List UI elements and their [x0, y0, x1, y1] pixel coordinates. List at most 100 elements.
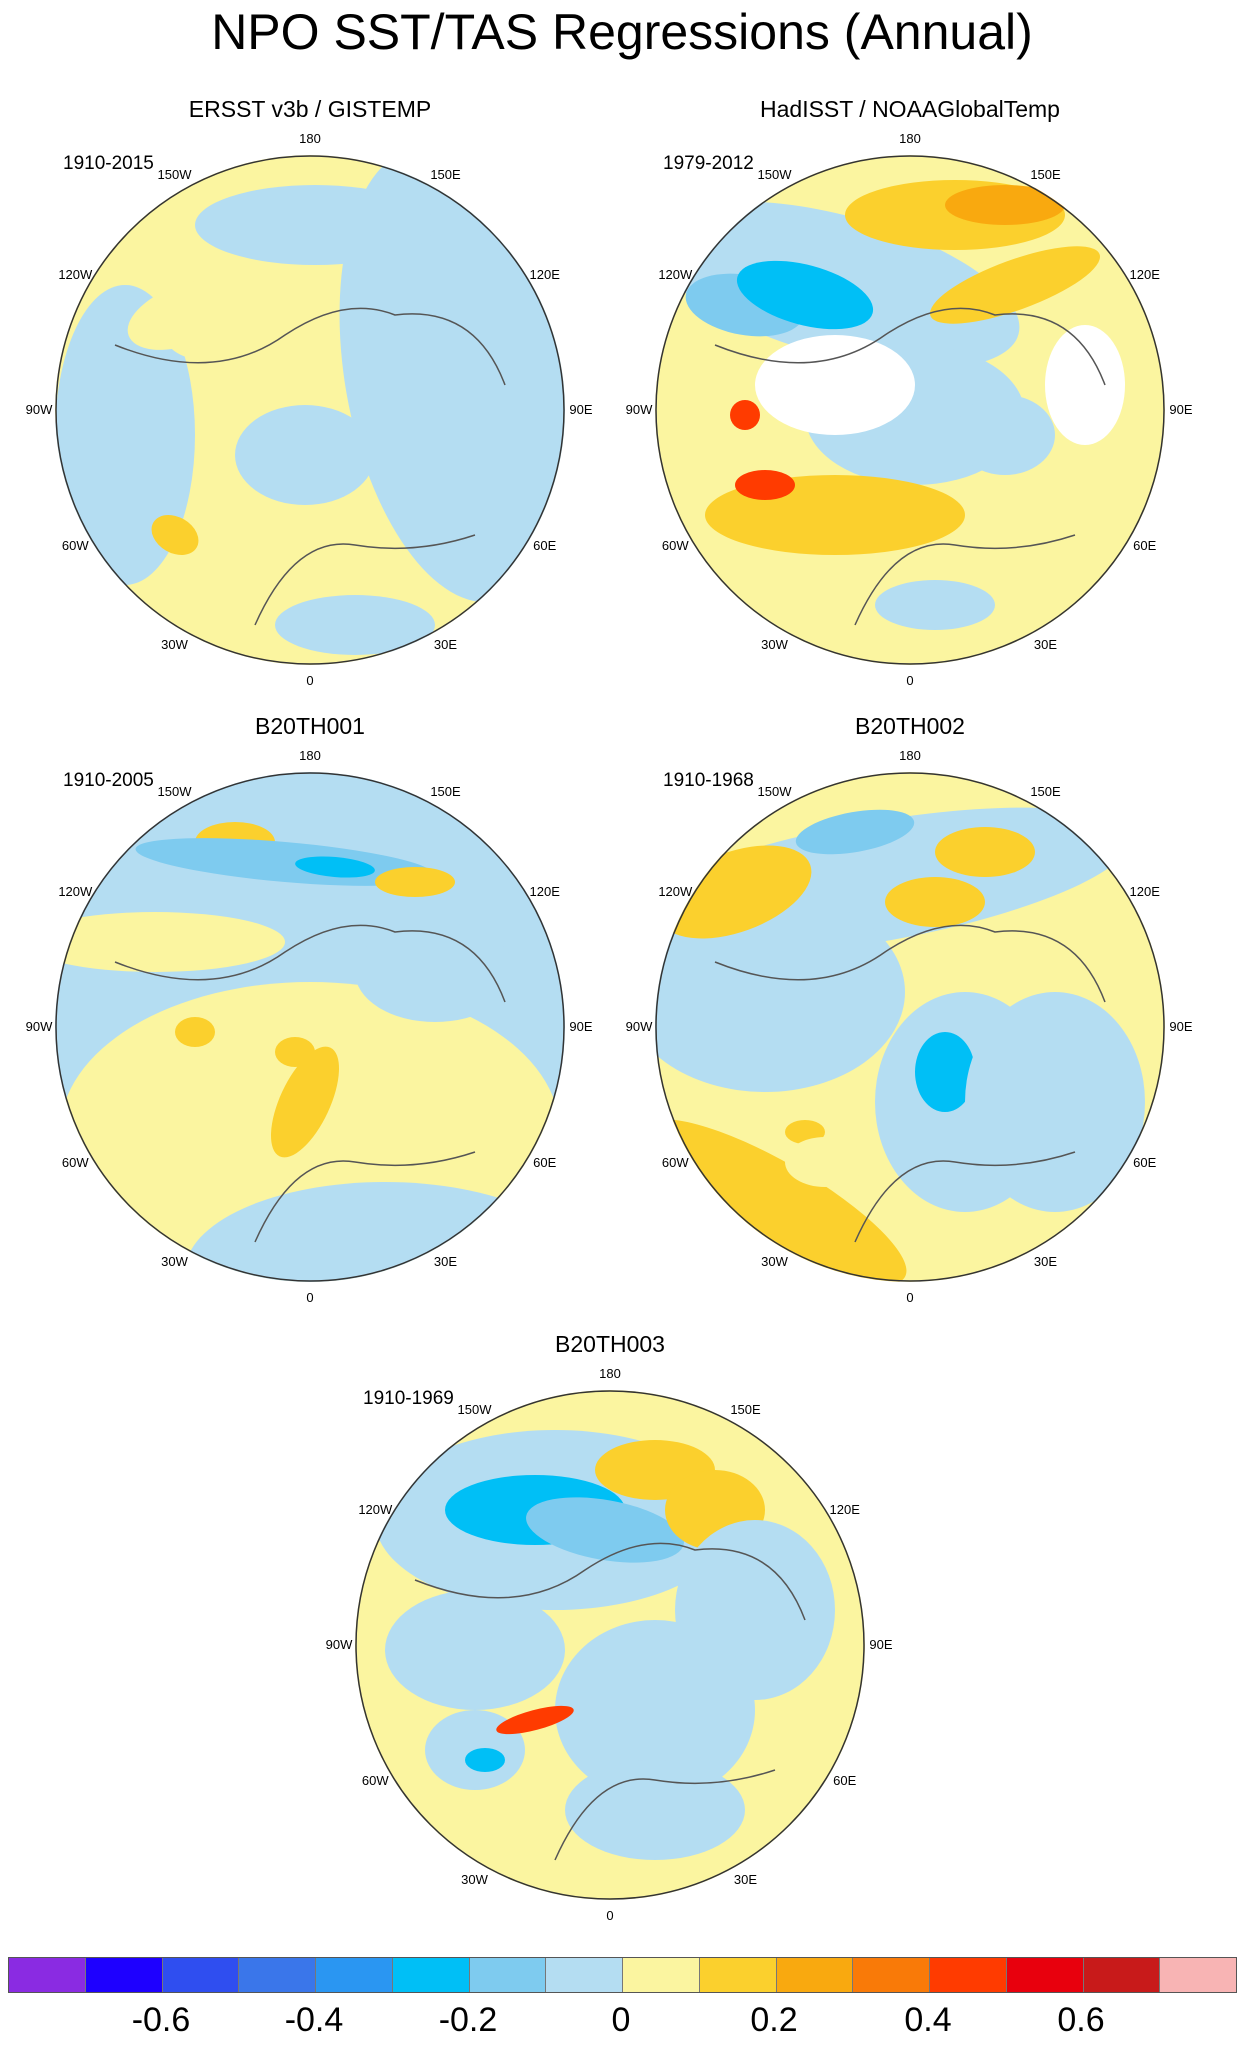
- regression-region: [929, 246, 1101, 324]
- regression-region: [875, 580, 995, 630]
- longitude-label: 120E: [529, 883, 560, 899]
- period-label: 1910-2005: [63, 770, 154, 791]
- regression-region: [935, 827, 1035, 877]
- longitude-label: 60E: [1133, 1154, 1157, 1170]
- regression-region: [465, 1748, 505, 1772]
- longitude-label: 120W: [358, 1501, 393, 1517]
- regression-region: [735, 470, 795, 500]
- longitude-label: 150E: [1030, 167, 1061, 183]
- longitude-label: 90E: [1169, 402, 1193, 417]
- colorbar-swatch: [316, 1958, 393, 1992]
- coastline: [414, 1542, 806, 1861]
- longitude-label: 30E: [1033, 1253, 1058, 1269]
- polar-map: [655, 772, 1165, 1282]
- regression-region: [885, 877, 985, 927]
- polar-map: [355, 1390, 865, 1900]
- longitude-label: 150W: [157, 167, 192, 183]
- longitude-label: 30E: [1033, 636, 1058, 652]
- colorbar-swatch: [853, 1958, 930, 1992]
- regression-region: [339, 155, 565, 603]
- longitude-label: 90W: [625, 1019, 653, 1034]
- regression-region: [375, 867, 455, 897]
- colorbar-tick-label: 0.4: [904, 2001, 952, 2039]
- colorbar-swatch: [546, 1958, 623, 1992]
- coastline: [714, 307, 1106, 626]
- longitude-label: 180: [299, 131, 321, 146]
- colorbar-tick-label: -0.2: [438, 2001, 498, 2039]
- panel-title: HadISST / NOAAGlobalTemp: [760, 96, 1060, 122]
- colorbar-swatch: [469, 1958, 547, 1992]
- regression-region: [195, 185, 435, 265]
- coastline: [114, 307, 506, 626]
- longitude-label: 150E: [430, 784, 461, 800]
- colorbar-tick-label: 0.2: [750, 2001, 798, 2039]
- regression-region: [736, 260, 874, 330]
- regression-region: [55, 912, 285, 972]
- map-panel-b20th002: B20TH002 1910-1968: [620, 712, 1200, 1332]
- longitude-label: 150W: [757, 784, 792, 800]
- regression-region: [655, 1119, 907, 1282]
- longitude-label: 150W: [757, 167, 792, 183]
- regression-region: [565, 1760, 745, 1860]
- period-label: 1979-2012: [663, 153, 754, 174]
- longitude-label: 30W: [161, 1253, 188, 1269]
- longitude-label: 30E: [733, 1871, 758, 1887]
- regression-region: [526, 1497, 684, 1563]
- regression-region: [785, 1137, 865, 1187]
- longitude-label: 30W: [161, 636, 188, 652]
- regression-region: [965, 992, 1145, 1212]
- colorbar-tick-label: 0: [611, 2001, 631, 2039]
- colorbar-tick-label: -0.6: [131, 2001, 191, 2039]
- colorbar-swatch: [1083, 1958, 1161, 1992]
- longitude-label: 120E: [529, 266, 560, 282]
- longitude-label: 120W: [58, 883, 93, 899]
- map-boundary: [355, 1390, 865, 1900]
- map-boundary: [655, 772, 1165, 1282]
- map-boundary: [655, 155, 1165, 665]
- longitude-label: 150E: [430, 167, 461, 183]
- colorbar-swatch: [1006, 1958, 1084, 1992]
- panel-title: ERSST v3b / GISTEMP: [188, 96, 432, 122]
- regression-region: [235, 405, 375, 505]
- map-panel-b20th001: B20TH001 1910-2005: [20, 712, 600, 1332]
- panel-title: B20TH003: [555, 1331, 665, 1357]
- map-panel-hadisst: HadISST / NOAAGlobalTemp 1979-2012: [620, 95, 1200, 715]
- longitude-label: 180: [599, 1366, 621, 1381]
- colorbar-swatch: [162, 1958, 240, 1992]
- longitude-label: 180: [299, 748, 321, 763]
- longitude-label: 30E: [433, 1253, 458, 1269]
- longitude-label: 60E: [833, 1772, 857, 1788]
- regression-region: [655, 892, 905, 1092]
- longitude-label: 150E: [730, 1402, 761, 1418]
- longitude-label: 60W: [61, 537, 89, 553]
- regression-region: [1045, 325, 1125, 445]
- longitude-label: 0: [906, 1290, 914, 1305]
- regression-region: [165, 310, 245, 360]
- regression-region: [496, 1705, 574, 1735]
- regression-region: [275, 595, 435, 655]
- longitude-label: 60E: [533, 1154, 557, 1170]
- regression-region: [355, 922, 515, 1022]
- colorbar-swatch: [776, 1958, 854, 1992]
- colorbar-swatch: [9, 1958, 86, 1992]
- map-panel-b20th003: B20TH003 1910-1969: [320, 1330, 900, 1950]
- regression-region: [755, 335, 915, 435]
- colorbar-tick-label: -0.4: [284, 2001, 344, 2039]
- panel-title: B20TH002: [855, 713, 965, 739]
- longitude-label: 90W: [325, 1637, 353, 1652]
- regression-region: [955, 395, 1055, 475]
- map-panel-ersst: ERSST v3b / GISTEMP 1910-2015: [20, 95, 600, 715]
- regression-region: [730, 400, 760, 430]
- longitude-label: 30W: [761, 636, 788, 652]
- longitude-label: 60W: [361, 1772, 389, 1788]
- longitude-label: 120W: [658, 883, 693, 899]
- regression-region: [55, 285, 195, 585]
- longitude-label: 180: [899, 131, 921, 146]
- regression-region: [295, 856, 375, 878]
- longitude-label: 60W: [61, 1154, 89, 1170]
- colorbar-swatch: [699, 1958, 777, 1992]
- polar-map: [655, 155, 1165, 665]
- coastline: [714, 924, 1106, 1243]
- colorbar-swatch: [930, 1958, 1007, 1992]
- longitude-label: 90W: [25, 1019, 53, 1034]
